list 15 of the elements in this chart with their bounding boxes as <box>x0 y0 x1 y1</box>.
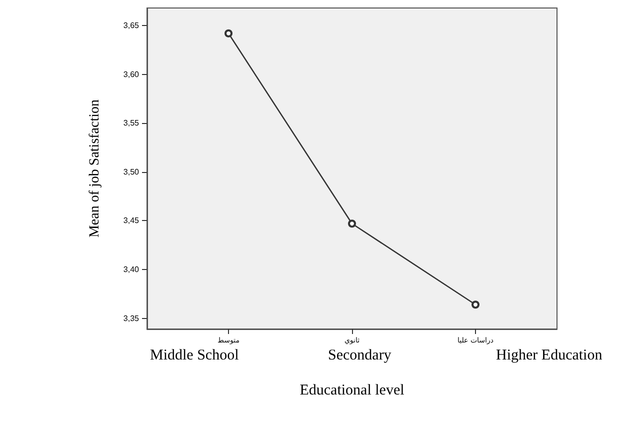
y-tick-label: 3,60 <box>123 70 140 79</box>
y-tick-label: 3,40 <box>123 264 140 274</box>
text: Higher Education <box>496 348 603 364</box>
point <box>348 220 356 228</box>
y-tick-label: 3,45 <box>123 216 140 226</box>
y-tick-label: 3,55 <box>123 118 140 128</box>
y-tick-label: 3,35 <box>123 314 140 323</box>
y-tick-label: 3,50 <box>123 167 140 176</box>
text: Secondary <box>328 348 392 364</box>
point <box>472 300 480 309</box>
y-axis-title: Mean of job Satisfaction <box>88 99 102 238</box>
point <box>224 29 233 38</box>
x-axis-title: Educational level <box>300 382 404 398</box>
y-tick-label: 3,65 <box>123 21 140 30</box>
text: Middle School <box>150 348 239 364</box>
